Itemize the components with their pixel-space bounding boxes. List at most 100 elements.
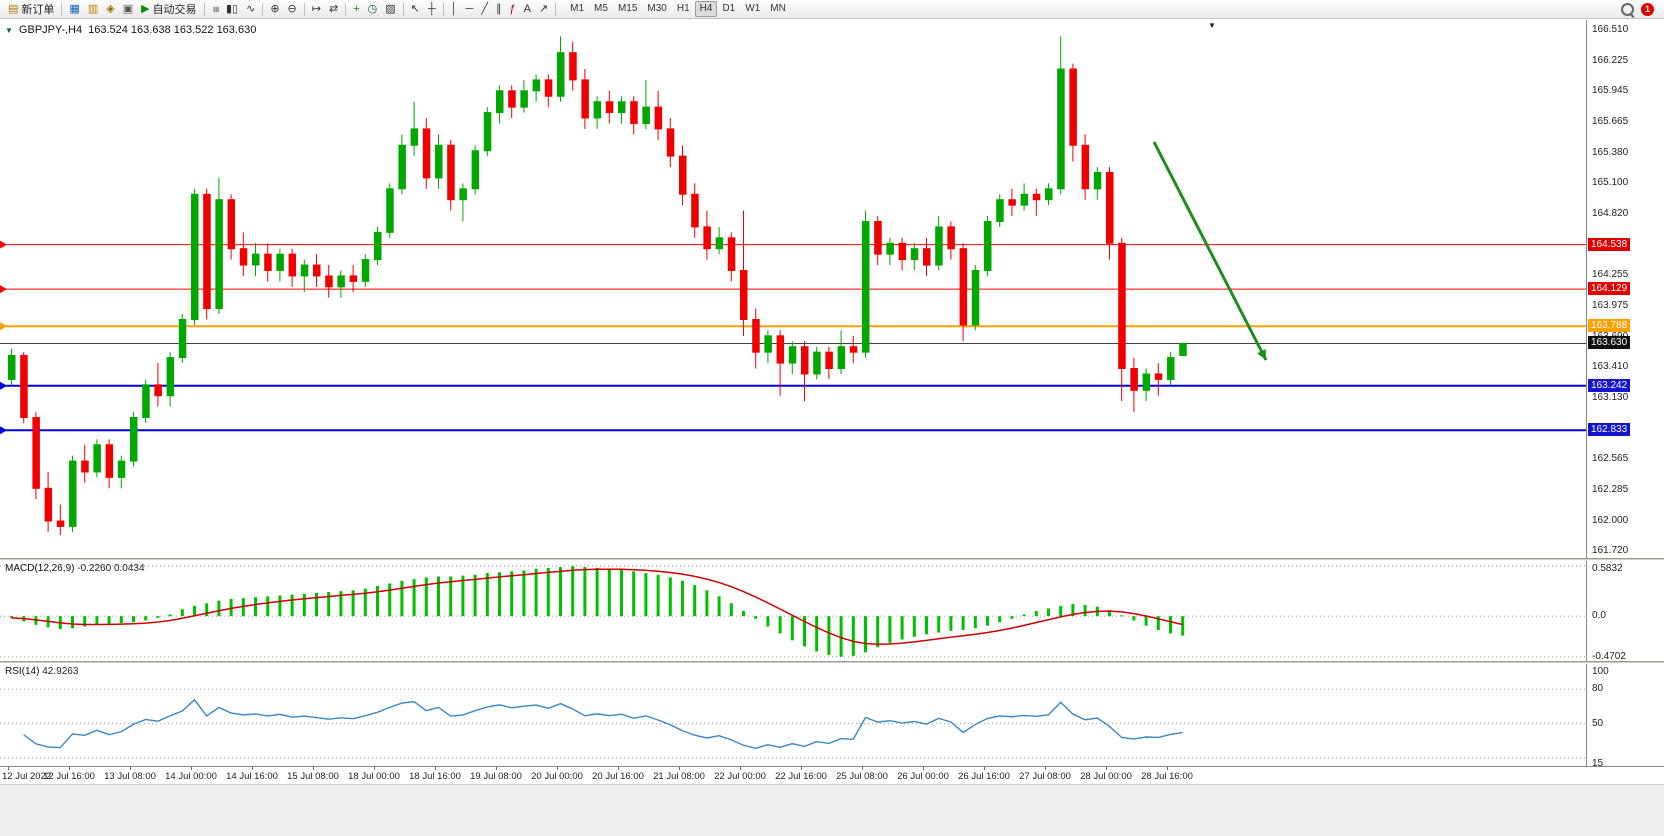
navigator-button[interactable]: ◈ — [102, 0, 118, 18]
terminal-button[interactable]: ▣ — [119, 0, 137, 18]
ohlc-values: 163.524 163.638 163.522 163.630 — [88, 24, 257, 36]
price-label: 163.130 — [1592, 391, 1629, 403]
price-label: 164.820 — [1592, 207, 1629, 219]
market-watch-button[interactable]: ▦ — [65, 0, 83, 18]
line-chart-button[interactable]: ∿ — [242, 0, 259, 18]
navigator-icon: ◈ — [106, 2, 115, 15]
vertical-line-icon: │ — [450, 2, 458, 15]
fibonacci-button[interactable]: ƒ — [505, 0, 519, 18]
macd-panel[interactable]: MACD(12,26,9) -0.2260 0.0434 — [0, 561, 1586, 661]
time-tick — [862, 767, 863, 770]
date-label: 20 Jul 16:00 — [592, 771, 644, 782]
price-label: 162.285 — [1592, 483, 1629, 495]
templates-button[interactable]: ▨ — [381, 0, 399, 18]
auto-scroll-icon: ↦ — [311, 2, 321, 15]
rsi-panel[interactable]: RSI(14) 42.9263 — [0, 664, 1586, 766]
new-order-button[interactable]: ▤ 新订单 — [4, 0, 58, 18]
price-label: 165.100 — [1592, 177, 1629, 189]
periods-button[interactable]: ◷ — [364, 0, 382, 18]
terminal-icon: ▣ — [122, 2, 134, 15]
time-tick — [1045, 767, 1046, 770]
toolbar-separator — [345, 2, 347, 16]
price-label: 165.380 — [1592, 146, 1629, 158]
date-label: 15 Jul 08:00 — [287, 771, 339, 782]
main-chart-panel[interactable]: ▼ GBPJPY-,H4 163.524 163.638 163.522 163… — [0, 20, 1586, 558]
zoom-in-button[interactable]: ⊕ — [266, 0, 283, 18]
price-axis[interactable]: 166.510 166.225 165.945 165.665 165.380 165.1… — [1586, 20, 1664, 769]
crosshair-button[interactable]: ┼ — [424, 0, 440, 18]
date-label: 25 Jul 08:00 — [836, 771, 888, 782]
timeframe-m5-button[interactable]: M5 — [594, 3, 608, 14]
auto-scroll-button[interactable]: ↦ — [308, 0, 325, 18]
symbol-caret-icon[interactable]: ▼ — [5, 25, 13, 35]
trendline-button[interactable]: ╱ — [477, 0, 492, 18]
rsi-chart[interactable] — [0, 664, 1586, 766]
rsi-axis-label: 80 — [1592, 683, 1604, 695]
timeframe-h1-button[interactable]: H1 — [676, 3, 690, 14]
notification-badge[interactable]: 1 — [1641, 2, 1654, 16]
timeframe-h4-button[interactable]: H4 — [694, 1, 718, 17]
date-label: 18 Jul 00:00 — [348, 771, 400, 782]
toolbar-separator — [303, 2, 305, 16]
time-tick — [984, 767, 985, 770]
bar-chart-button[interactable]: ≡ — [208, 0, 222, 18]
new-order-icon: ▤ — [8, 2, 19, 15]
timeframe-w1-button[interactable]: W1 — [745, 3, 761, 14]
timeframe-d1-button[interactable]: D1 — [722, 3, 736, 14]
date-label: 26 Jul 00:00 — [897, 771, 949, 782]
line-chart-icon: ∿ — [246, 2, 256, 15]
date-label: 13 Jul 08:00 — [104, 771, 156, 782]
arrows-button[interactable]: ↗ — [535, 0, 552, 18]
auto-trading-label: 自动交易 — [152, 4, 197, 16]
panel-separator[interactable] — [0, 661, 1664, 664]
rsi-axis-label: 15 — [1592, 757, 1604, 769]
cursor-button[interactable]: ↖ — [407, 0, 424, 18]
timeframe-m30-button[interactable]: M30 — [647, 3, 667, 14]
timeframe-m15-button[interactable]: M15 — [617, 3, 638, 14]
channel-button[interactable]: ∥ — [492, 0, 506, 18]
market-watch-icon: ▦ — [69, 2, 80, 15]
rsi-value: 42.9263 — [42, 666, 79, 677]
candlestick-chart[interactable] — [0, 20, 1586, 558]
timeframe-m1-button[interactable]: M1 — [570, 3, 585, 14]
time-tick — [496, 767, 497, 770]
templates-icon: ▨ — [385, 2, 396, 15]
time-axis[interactable]: 12 Jul 2022 12 Jul 16:00 13 Jul 08:00 14 Ju… — [0, 766, 1664, 784]
chart-shift-marker[interactable]: ▼ — [1208, 21, 1216, 30]
data-window-button[interactable]: ▥ — [84, 0, 102, 18]
date-label: 12 Jul 16:00 — [43, 771, 95, 782]
timeframe-mn-button[interactable]: MN — [770, 3, 786, 14]
macd-values: -0.2260 0.0434 — [77, 563, 145, 574]
vertical-line-button[interactable]: │ — [447, 0, 462, 18]
macd-indicator-label: MACD(12,26,9) -0.2260 0.0434 — [5, 563, 145, 574]
date-label: 26 Jul 16:00 — [958, 771, 1010, 782]
date-label: 18 Jul 16:00 — [409, 771, 461, 782]
toolbar-separator — [402, 2, 404, 16]
time-tick — [252, 767, 253, 770]
indicators-button[interactable]: + — [349, 0, 363, 18]
macd-chart[interactable] — [0, 561, 1586, 661]
candlestick-chart-button[interactable]: ▮▯ — [222, 0, 242, 18]
toolbar-separator — [203, 2, 205, 16]
time-tick — [801, 767, 802, 770]
toolbar-buttons: ▤ 新订单 ▦ ▥ ◈ ▣ ▶ 自动交易 ≡ ▮▯ ∿ ⊕ ⊖ ↦ ⇄ + ◷ ▨ ↖ ┼ │ ─ ╱ ∥ ƒ A ↗ — [4, 0, 559, 18]
time-tick — [191, 767, 192, 770]
horizontal-line-icon: ─ — [465, 2, 474, 15]
time-tick — [374, 767, 375, 770]
price-label: 163.410 — [1592, 361, 1629, 373]
toolbar-separator — [555, 2, 557, 16]
chart-shift-button[interactable]: ⇄ — [325, 0, 342, 18]
auto-trading-icon: ▶ — [141, 2, 150, 15]
rsi-axis-label: 50 — [1592, 717, 1604, 729]
zoom-out-button[interactable]: ⊖ — [284, 0, 301, 18]
horizontal-line-button[interactable]: ─ — [462, 0, 478, 18]
text-button[interactable]: A — [520, 0, 535, 18]
new-order-label: 新订单 — [21, 4, 55, 16]
main-toolbar: ▤ 新订单 ▦ ▥ ◈ ▣ ▶ 自动交易 ≡ ▮▯ ∿ ⊕ ⊖ ↦ ⇄ + ◷ ▨ ↖ ┼ │ ─ ╱ ∥ ƒ A ↗ M1 M5 M1… — [0, 0, 1664, 19]
arrows-icon: ↗ — [538, 2, 549, 15]
time-tick — [679, 767, 680, 770]
search-icon[interactable] — [1621, 2, 1634, 16]
price-badge: 163.242 — [1588, 378, 1631, 392]
panel-separator[interactable] — [0, 558, 1664, 561]
auto-trading-button[interactable]: ▶ 自动交易 — [137, 0, 200, 18]
